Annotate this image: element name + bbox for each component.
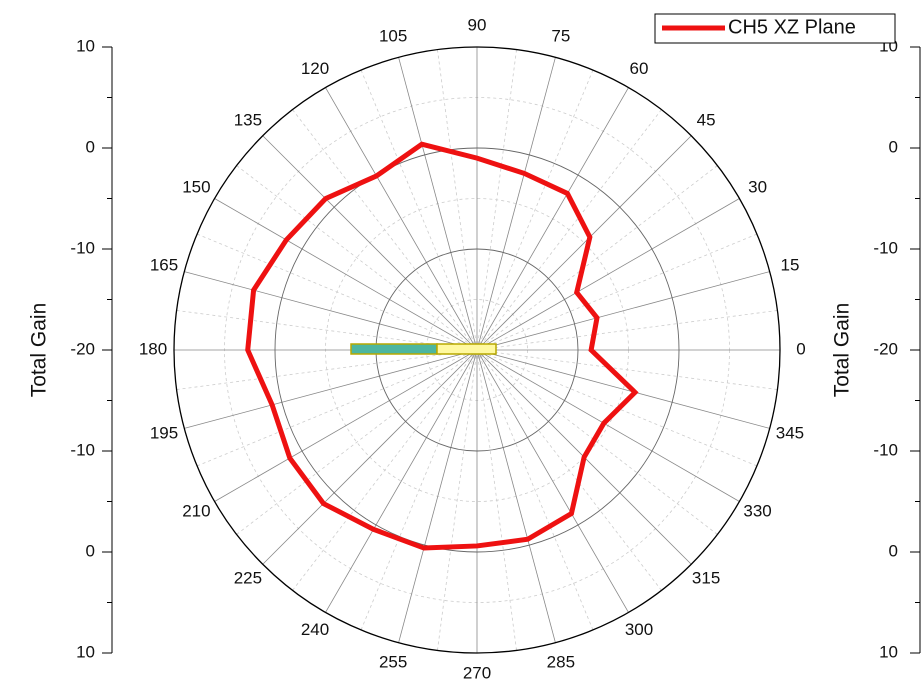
- grid-spoke: [476, 349, 770, 429]
- angle-tick-label: 45: [697, 110, 716, 129]
- legend: CH5 XZ Plane: [654, 13, 896, 44]
- angle-tick-label: 15: [780, 256, 799, 275]
- y-tick-label: 0: [86, 541, 95, 560]
- y-axis-label-right: Total Gain: [831, 303, 854, 398]
- minor-grid-spoke: [476, 349, 718, 535]
- minor-grid-spoke: [196, 349, 478, 467]
- y-tick-label: -10: [873, 440, 898, 459]
- angle-tick-label: 30: [748, 177, 767, 196]
- grid-spoke: [476, 57, 556, 351]
- y-tick-label: 0: [889, 541, 898, 560]
- grid-spoke: [476, 349, 629, 613]
- angle-tick-label: 210: [182, 501, 210, 520]
- minor-grid-spoke: [476, 233, 758, 351]
- angle-tick-label: 180: [139, 339, 167, 358]
- angle-tick-label: 90: [468, 15, 487, 34]
- y-tick-label: 0: [86, 137, 95, 156]
- angle-tick-label: 285: [547, 652, 575, 671]
- minor-grid-spoke: [437, 49, 478, 351]
- minor-grid-spoke: [476, 69, 594, 351]
- center-glyph: [350, 343, 438, 355]
- angle-tick-label: 255: [379, 652, 407, 671]
- grid-spoke: [184, 271, 478, 351]
- angle-tick-label: 330: [743, 501, 771, 520]
- minor-grid-spoke: [476, 349, 594, 631]
- minor-grid-spoke: [360, 349, 478, 631]
- angle-tick-label: 300: [625, 620, 653, 639]
- legend-label: CH5 XZ Plane: [728, 16, 856, 38]
- angle-tick-label: 150: [182, 177, 210, 196]
- minor-grid-spoke: [476, 349, 662, 591]
- minor-grid-spoke: [476, 349, 517, 651]
- minor-grid-spoke: [196, 233, 478, 351]
- minor-grid-spoke: [437, 349, 478, 651]
- grid-spoke: [184, 349, 478, 429]
- grid-spoke: [214, 349, 478, 502]
- angle-tick-label: 195: [150, 423, 178, 442]
- minor-grid-spoke: [292, 349, 478, 591]
- angle-tick-label: 0: [796, 339, 805, 358]
- grid-spoke: [262, 135, 478, 351]
- angle-tick-label: 345: [776, 423, 804, 442]
- grid-spoke: [214, 198, 478, 351]
- minor-grid-spoke: [476, 349, 778, 390]
- y-tick-label: 10: [76, 36, 95, 55]
- grid-spoke: [325, 349, 478, 613]
- minor-grid-spoke: [176, 349, 478, 390]
- minor-grid-spoke: [476, 165, 718, 351]
- minor-grid-spoke: [236, 165, 478, 351]
- y-tick-label: 10: [879, 642, 898, 661]
- y-tick-label: 0: [889, 137, 898, 156]
- angle-tick-label: 135: [234, 110, 262, 129]
- grid-spoke: [476, 198, 740, 351]
- angle-tick-label: 120: [301, 59, 329, 78]
- angle-tick-label: 75: [551, 27, 570, 46]
- grid-circle: [274, 147, 680, 553]
- grid-spoke: [476, 349, 556, 643]
- y-tick-label: -20: [873, 339, 898, 358]
- grid-spoke: [476, 349, 740, 502]
- y-tick-label: -10: [70, 440, 95, 459]
- minor-grid-spoke: [476, 310, 778, 351]
- minor-grid-spoke: [476, 109, 662, 351]
- minor-grid-spoke: [360, 69, 478, 351]
- outer-circle: [173, 46, 781, 654]
- angle-tick-label: 270: [463, 663, 491, 682]
- minor-grid-spoke: [236, 349, 478, 535]
- minor-grid-spoke: [476, 49, 517, 351]
- y-tick-label: -10: [873, 238, 898, 257]
- y-tick-label: -10: [70, 238, 95, 257]
- y-axis-label: Total Gain: [28, 303, 51, 398]
- y-tick-label: -20: [70, 339, 95, 358]
- grid-spoke: [398, 349, 478, 643]
- angle-tick-label: 105: [379, 27, 407, 46]
- center-glyph: [436, 343, 497, 355]
- grid-spoke: [262, 349, 478, 565]
- grid-spoke: [325, 87, 478, 351]
- grid-spoke: [476, 87, 629, 351]
- series-line: [245, 141, 639, 551]
- y-tick-label: 10: [76, 642, 95, 661]
- angle-tick-label: 315: [692, 569, 720, 588]
- angle-tick-label: 165: [150, 256, 178, 275]
- grid-spoke: [398, 57, 478, 351]
- grid-spoke: [476, 135, 692, 351]
- angle-tick-label: 240: [301, 620, 329, 639]
- minor-grid-spoke: [292, 109, 478, 351]
- angle-tick-label: 60: [630, 59, 649, 78]
- grid-spoke: [476, 271, 770, 351]
- angle-tick-label: 225: [234, 569, 262, 588]
